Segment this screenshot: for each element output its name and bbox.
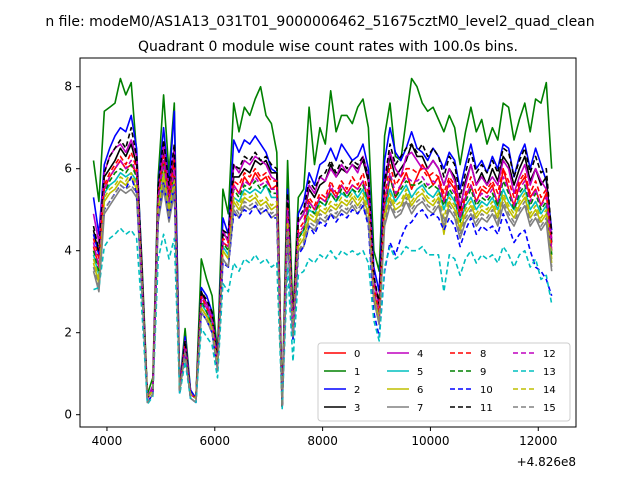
- x-tick-label: 4000: [92, 434, 123, 448]
- legend-box: [317, 342, 571, 422]
- series-layer: [92, 77, 553, 410]
- legend-label: 0: [354, 349, 360, 360]
- series-line-9: [92, 163, 553, 408]
- legend-label: 2: [354, 385, 360, 396]
- series-line-15: [92, 184, 553, 408]
- axes-layer: 4000 6000 8000 10000 12000 0 2 4 6 8: [64, 80, 557, 448]
- legend-label: 3: [354, 403, 360, 414]
- series-line-14: [92, 172, 553, 408]
- legend-label: 11: [480, 403, 493, 414]
- y-tick-label: 0: [64, 408, 72, 422]
- legend-label: 12: [543, 349, 556, 360]
- legend-label: 4: [417, 349, 423, 360]
- x-tick-label: 6000: [200, 434, 231, 448]
- series-line-8: [92, 151, 553, 408]
- legend-label: 8: [480, 349, 486, 360]
- x-tick-label: 12000: [519, 434, 557, 448]
- y-tick-label: 8: [64, 80, 72, 94]
- legend-label: 13: [543, 367, 556, 378]
- legend-label: 15: [543, 403, 556, 414]
- legend-label: 1: [354, 367, 360, 378]
- x-tick-label: 8000: [307, 434, 338, 448]
- series-line-13: [93, 227, 553, 410]
- chart-title: Quadrant 0 module wise count rates with …: [138, 39, 518, 55]
- y-tick-label: 4: [64, 244, 72, 258]
- legend-label: 7: [417, 403, 423, 414]
- legend-label: 6: [417, 385, 423, 396]
- legend-label: 10: [480, 385, 493, 396]
- plot-area-frame: [79, 57, 577, 428]
- series-line-11: [92, 126, 553, 408]
- y-tick-label: 2: [64, 326, 72, 340]
- series-line-12: [92, 159, 553, 408]
- x-tick-label: 10000: [411, 434, 449, 448]
- figure-suptitle: n file: modeM0/AS1A13_031T01_9000006462_…: [45, 14, 594, 30]
- legend-label: 5: [417, 367, 423, 378]
- series-line-1: [92, 77, 553, 404]
- legend-label: 14: [543, 385, 556, 396]
- y-tick-label: 6: [64, 162, 72, 176]
- x-axis-offset-label: +4.826e8: [517, 455, 576, 469]
- legend-label: 9: [480, 367, 486, 378]
- series-line-4: [92, 139, 553, 408]
